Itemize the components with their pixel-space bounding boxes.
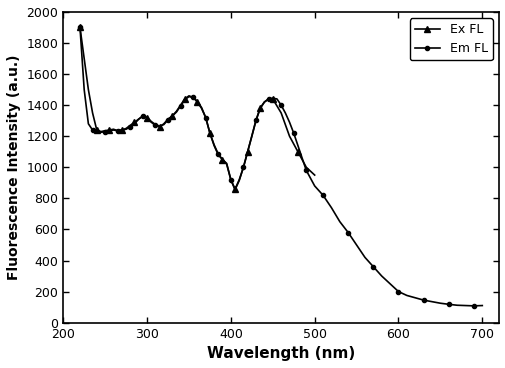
Ex FL [236, 177, 242, 182]
Em FL [252, 118, 259, 122]
Ex FL [311, 173, 317, 177]
Ex FL [302, 165, 309, 170]
Ex FL [219, 157, 225, 162]
Em FL [215, 152, 221, 156]
Em FL [470, 304, 476, 308]
Em FL [181, 98, 187, 102]
Em FL [185, 95, 191, 99]
Em FL [478, 303, 484, 308]
Y-axis label: Fluorescence Intensity (a.u.): Fluorescence Intensity (a.u.) [7, 54, 21, 280]
Legend: Ex FL, Em FL: Ex FL, Em FL [409, 18, 492, 60]
Ex FL [144, 116, 150, 120]
Line: Ex FL: Ex FL [77, 25, 317, 192]
Ex FL [148, 120, 154, 124]
Ex FL [127, 123, 133, 128]
Em FL [77, 25, 83, 30]
Ex FL [77, 25, 83, 30]
Em FL [139, 114, 145, 118]
X-axis label: Wavelength (nm): Wavelength (nm) [207, 346, 355, 361]
Ex FL [232, 187, 238, 191]
Em FL [207, 131, 213, 135]
Line: Em FL: Em FL [78, 25, 483, 308]
